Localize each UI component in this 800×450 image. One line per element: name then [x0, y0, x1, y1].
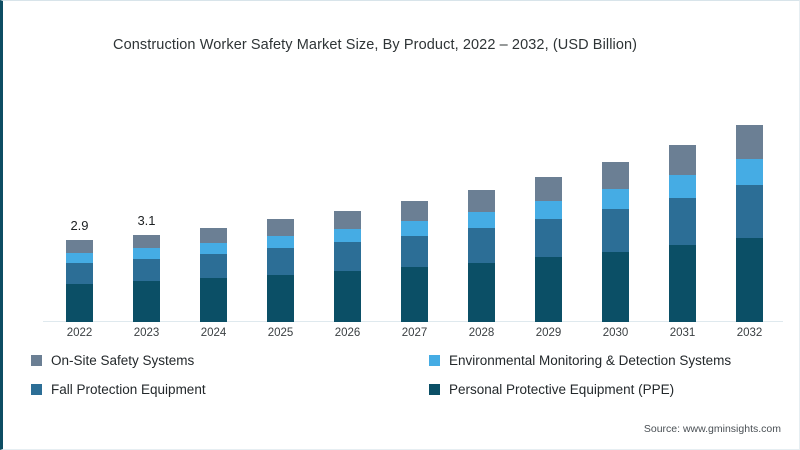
legend-label: Fall Protection Equipment [51, 382, 206, 397]
legend-item-fall-protection-equipment: Fall Protection Equipment [31, 382, 206, 397]
legend-item-environmental-monitoring-detection-systems: Environmental Monitoring & Detection Sys… [429, 353, 731, 368]
bar-segment [669, 144, 696, 175]
bar-column [468, 190, 495, 322]
bar-segment [200, 242, 227, 254]
legend-swatch-icon [31, 384, 42, 395]
x-axis-tick-label: 2031 [669, 327, 696, 339]
bar-segment [200, 278, 227, 322]
chart-legend: On-Site Safety Systems Environmental Mon… [21, 353, 791, 409]
x-axis-tick-label: 2029 [535, 327, 562, 339]
bar-segment [602, 251, 629, 322]
chart-title: Construction Worker Safety Market Size, … [113, 37, 638, 53]
x-axis-tick-labels: 2022 2023 2024 2025 2026 2027 2028 2029 2030 2031… [43, 327, 783, 347]
bar-segment [535, 219, 562, 258]
bar-segment [602, 162, 629, 189]
legend-label: Environmental Monitoring & Detection Sys… [449, 353, 732, 368]
legend-swatch-icon [429, 384, 440, 395]
bar-segment [669, 198, 696, 245]
bar-column: 3.1 [133, 213, 160, 322]
bar-segment [334, 271, 361, 322]
bar-value-label: 3.1 [137, 212, 156, 228]
x-axis-tick-label: 2022 [66, 327, 93, 339]
x-axis-tick-label: 2024 [200, 327, 227, 339]
bar-column [602, 162, 629, 322]
bar-segment [468, 190, 495, 213]
x-axis-tick-label: 2023 [133, 327, 160, 339]
bar-value-label: 2.9 [70, 218, 89, 234]
bar-segment [334, 228, 361, 243]
bar-segment [66, 253, 93, 263]
bar-segment [736, 237, 763, 322]
bar-segment [133, 258, 160, 282]
bar-segment [133, 281, 160, 322]
bar-segment [267, 247, 294, 275]
x-axis-tick-label: 2032 [736, 327, 763, 339]
bar-segment [401, 235, 428, 268]
x-axis-tick-label: 2027 [401, 327, 428, 339]
bar-segment [669, 174, 696, 199]
bar-segment [468, 212, 495, 229]
legend-item-on-site-safety-systems: On-Site Safety Systems [31, 353, 194, 368]
bar-segment [535, 200, 562, 220]
legend-label: On-Site Safety Systems [51, 353, 195, 368]
bar-segment [133, 234, 160, 249]
bar-segment [267, 219, 294, 236]
legend-item-personal-protective-equipment-ppe: Personal Protective Equipment (PPE) [429, 382, 674, 397]
legend-swatch-icon [429, 355, 440, 366]
bar-column [401, 200, 428, 322]
bar-column: 2.9 [66, 218, 93, 322]
bar-segment [736, 158, 763, 186]
bar-segment [602, 188, 629, 210]
bar-segment [267, 235, 294, 248]
bar-column [267, 219, 294, 322]
bar-segment [200, 253, 227, 279]
bar-segment [535, 176, 562, 201]
plot-area: 2.9 3.1 [43, 91, 783, 322]
bar-column [200, 227, 227, 322]
source-note: Source: www.gminsights.com [643, 423, 781, 435]
bar-segment [66, 262, 93, 284]
legend-swatch-icon [31, 355, 42, 366]
bar-segment [669, 244, 696, 322]
legend-label: Personal Protective Equipment (PPE) [449, 382, 675, 397]
bar-segment [401, 267, 428, 322]
bar-segment [535, 257, 562, 322]
bar-segment [401, 220, 428, 236]
bar-segment [334, 210, 361, 229]
bar-segment [66, 240, 93, 254]
x-axis-tick-label: 2026 [334, 327, 361, 339]
bar-segment [736, 124, 763, 159]
x-axis-tick-label: 2030 [602, 327, 629, 339]
bar-segment [736, 185, 763, 238]
x-axis-tick-label: 2028 [468, 327, 495, 339]
bar-segment [468, 262, 495, 322]
bar-column [334, 210, 361, 322]
bar-segment [602, 209, 629, 252]
bar-column [736, 124, 763, 322]
bar-segment [267, 274, 294, 322]
bar-column [669, 144, 696, 322]
bar-segment [334, 242, 361, 272]
bar-segment [66, 283, 93, 322]
bar-segment [468, 228, 495, 263]
x-axis-tick-label: 2025 [267, 327, 294, 339]
bar-segment [200, 227, 227, 243]
bar-segment [133, 248, 160, 259]
bar-column [535, 176, 562, 322]
bar-segment [401, 200, 428, 221]
